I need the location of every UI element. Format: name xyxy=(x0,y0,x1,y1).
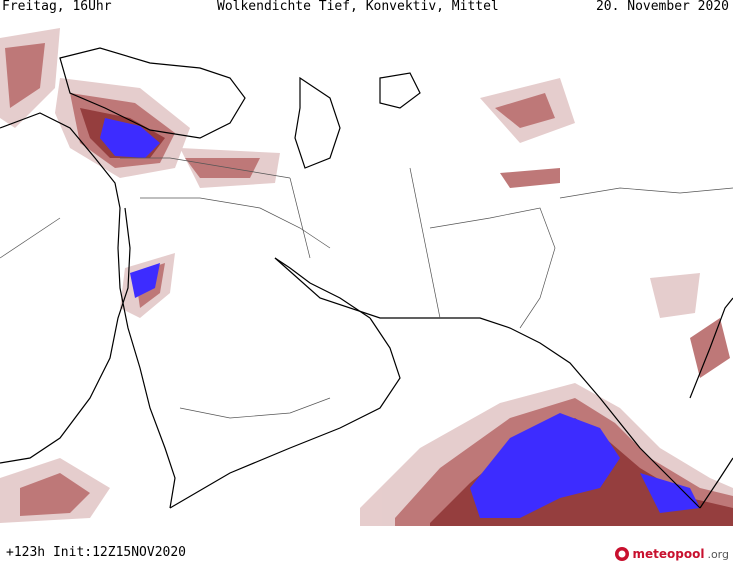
coastline-india-south xyxy=(699,457,733,509)
meteopool-logo[interactable]: meteopool .org xyxy=(614,546,729,562)
convective-core-layer xyxy=(100,118,700,518)
forecast-date-label: 20. November 2020 xyxy=(595,0,729,14)
coastline-red-sea-west xyxy=(0,207,131,464)
forecast-day-label: Freitag, 16Uhr xyxy=(2,0,112,14)
border-layer xyxy=(0,157,733,419)
coastline-red-sea-east xyxy=(0,112,176,509)
coastline-black-sea xyxy=(59,47,246,139)
border-iraq-iran xyxy=(289,177,311,259)
coastline-caspian-sea xyxy=(294,76,341,169)
border-saudi-yemen-oman xyxy=(179,397,331,419)
border-egypt-libya xyxy=(0,217,61,259)
meteopool-logo-icon xyxy=(614,547,629,561)
cloud-africa-horn xyxy=(0,458,110,523)
border-afghanistan-pakistan-india xyxy=(429,207,556,329)
coastline-persian-gulf xyxy=(274,257,371,319)
cloud-density-map xyxy=(0,18,733,526)
coastline-india-iran-west xyxy=(274,257,701,509)
coastline-aral-sea xyxy=(379,72,421,109)
border-iraq-saudi xyxy=(140,197,331,249)
coastline-india-east xyxy=(689,297,733,399)
init-time-label: +123h Init:12Z15NOV2020 xyxy=(6,545,187,560)
logo-suffix-text: .org xyxy=(707,547,729,561)
border-china-central-asia xyxy=(559,187,733,199)
cloud-northwest-edge xyxy=(0,28,60,128)
coastline-layer xyxy=(0,47,733,509)
logo-main-text: meteopool xyxy=(632,547,705,561)
cloud-northeast xyxy=(480,78,575,188)
map-title: Wolkendichte Tief, Konvektiv, Mittel xyxy=(217,0,499,14)
border-turkey-syria-iran xyxy=(120,157,291,179)
coastline-arabia-south xyxy=(169,317,401,509)
border-iran-afghanistan-pakistan xyxy=(409,167,441,319)
